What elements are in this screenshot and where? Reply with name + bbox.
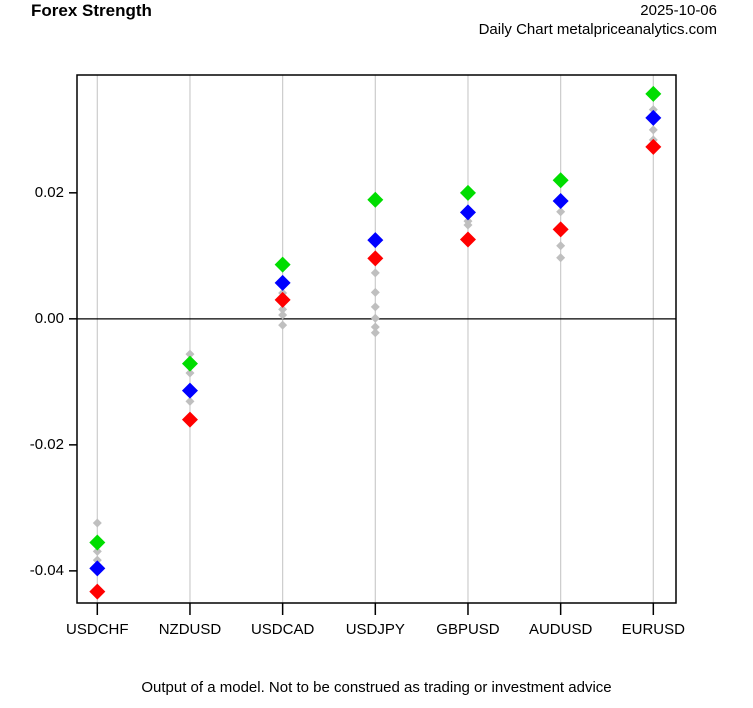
chart-subtitle: Daily Chart metalpriceanalytics.com <box>478 21 717 38</box>
minor-point-nzdusd <box>185 349 195 359</box>
minor-point-audusd <box>556 207 566 217</box>
point-green-usdjpy <box>367 191 384 208</box>
point-green-eurusd <box>645 85 662 102</box>
point-blue-audusd <box>552 193 569 210</box>
x-tick-label-audusd: AUDUSD <box>528 621 593 638</box>
x-tick-label-nzdusd: NZDUSD <box>158 621 222 638</box>
minor-point-usdcad <box>278 310 288 320</box>
point-blue-usdcad <box>274 274 291 291</box>
point-red-usdcad <box>274 291 291 308</box>
minor-point-usdjpy <box>370 313 380 323</box>
minor-point-usdjpy <box>370 328 380 338</box>
point-red-usdjpy <box>367 250 384 267</box>
point-blue-gbpusd <box>459 204 476 221</box>
minor-point-usdchf <box>92 546 102 556</box>
point-blue-usdjpy <box>367 232 384 249</box>
y-tick-label: 0.00 <box>34 309 64 327</box>
x-tick-label-usdcad: USDCAD <box>250 621 315 638</box>
chart-title: Forex Strength <box>31 1 152 20</box>
point-green-gbpusd <box>459 184 476 201</box>
point-blue-nzdusd <box>181 382 198 399</box>
point-red-nzdusd <box>181 411 198 428</box>
point-red-audusd <box>552 221 569 238</box>
minor-point-nzdusd <box>185 396 195 406</box>
point-blue-usdchf <box>89 560 106 577</box>
x-tick-label-usdchf: USDCHF <box>66 621 129 638</box>
minor-point-nzdusd <box>185 368 195 378</box>
point-green-usdcad <box>274 256 291 273</box>
x-tick-label-eurusd: EURUSD <box>621 621 685 638</box>
point-green-usdchf <box>89 534 106 551</box>
point-red-gbpusd <box>459 231 476 248</box>
point-green-nzdusd <box>181 355 198 372</box>
x-tick-label-usdjpy: USDJPY <box>345 621 405 638</box>
minor-point-audusd <box>556 253 566 263</box>
y-tick-label: -0.04 <box>29 561 64 579</box>
x-tick-label-gbpusd: GBPUSD <box>436 621 500 638</box>
minor-point-usdjpy <box>370 302 380 312</box>
point-green-audusd <box>552 172 569 189</box>
minor-point-usdjpy <box>370 287 380 297</box>
minor-point-usdjpy <box>370 322 380 332</box>
minor-point-usdcad <box>278 304 288 314</box>
y-tick-label: 0.02 <box>34 183 64 201</box>
minor-point-usdcad <box>278 320 288 330</box>
minor-point-eurusd <box>648 125 658 135</box>
chart-date: 2025-10-06 <box>640 2 717 19</box>
point-red-usdchf <box>89 583 106 600</box>
minor-point-usdchf <box>92 518 102 528</box>
minor-point-audusd <box>556 241 566 251</box>
y-tick-label: -0.02 <box>29 435 64 453</box>
minor-point-usdchf <box>92 555 102 565</box>
minor-point-usdjpy <box>370 268 380 278</box>
point-blue-eurusd <box>645 109 662 126</box>
minor-point-gbpusd <box>463 220 473 230</box>
minor-point-eurusd <box>648 105 658 115</box>
point-red-eurusd <box>645 138 662 155</box>
plot-border <box>76 74 677 604</box>
chart-caption: Output of a model. Not to be construed a… <box>141 679 612 696</box>
